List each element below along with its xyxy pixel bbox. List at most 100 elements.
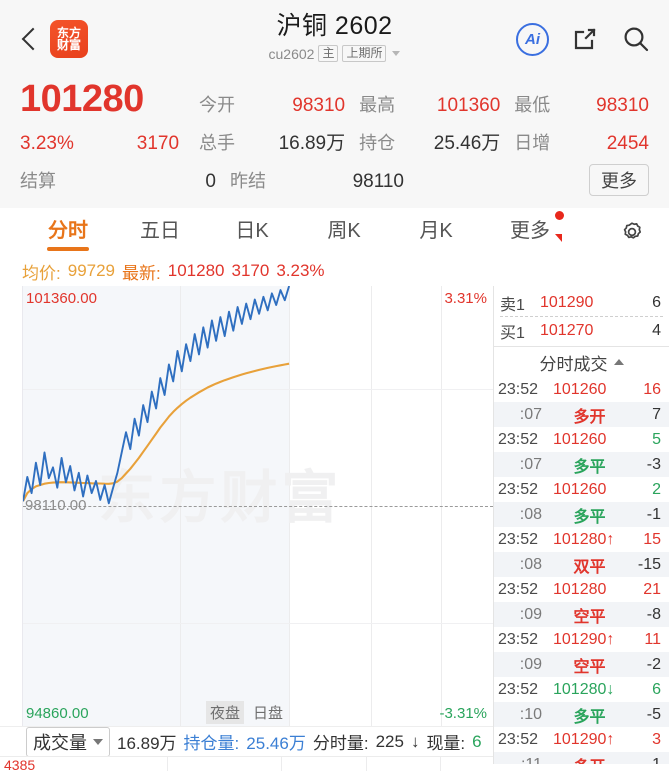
trade-time: 23:52 (498, 630, 539, 648)
trade-delta: -15 (637, 555, 661, 573)
more-button[interactable]: 更多 (589, 164, 649, 196)
tab-five-day[interactable]: 五日 (140, 219, 180, 242)
ask-price: 101290 (540, 293, 594, 311)
session-tab-night[interactable]: 夜盘 (205, 701, 244, 724)
tab-monthly-k[interactable]: 月K (419, 219, 453, 242)
vol-grid-v3 (365, 757, 367, 771)
baseline-label: 98110.00 (25, 497, 87, 514)
trade-seconds: :11 (520, 755, 542, 765)
volume-selector-label: 成交量 (33, 732, 87, 753)
open-interest-value: 25.46万 (433, 133, 501, 154)
bid-price: 101270 (540, 321, 594, 339)
ai-assistant-icon[interactable]: Ai (516, 22, 549, 56)
latest-change-abs: 3170 (231, 261, 270, 280)
trade-price: 101280↓ (553, 680, 615, 698)
order-book-bid-row[interactable]: 买1 101270 4 (494, 317, 669, 344)
tab-intraday[interactable]: 分时 (22, 214, 114, 251)
tab-weekly-k[interactable]: 周K (327, 219, 361, 242)
trade-time: 23:52 (498, 530, 539, 548)
trade-volume: 2 (652, 480, 661, 498)
quote-row-3: 结算 0 昨结 98110 更多 (20, 164, 649, 198)
bar-volume-value: 225 (375, 731, 404, 751)
intraday-chart[interactable]: 东方财富 101360.00 94860.00 3.31% -3.31% 981… (0, 286, 493, 726)
trade-row-secondary: :08 双平 -15 (494, 552, 669, 577)
trade-row-primary: 23:52 101260 2 (494, 477, 669, 502)
session-tabs: 夜盘 日盘 (0, 701, 493, 724)
baseline (23, 506, 493, 507)
trade-seconds: :07 (519, 455, 542, 473)
avg-value: 99729 (67, 261, 116, 280)
prev-settlement-value: 98110 (352, 171, 404, 192)
trade-list[interactable]: 23:52 101260 16:07 多开 7 23:52 101260 5:07 多平 -3 23… (494, 377, 669, 764)
trade-volume: 11 (644, 630, 661, 648)
volume-indicator-selector[interactable]: 成交量 (26, 726, 110, 757)
trade-delta: 7 (652, 405, 661, 423)
gear-icon[interactable] (617, 217, 647, 247)
main-contract-tag: 主 (318, 45, 339, 62)
order-book-ask-row[interactable]: 卖1 101290 6 (494, 289, 669, 316)
grid-line-h2 (23, 622, 493, 624)
session-tab-day[interactable]: 日盘 (253, 705, 284, 722)
open-value: 98310 (292, 95, 346, 116)
low-label: 最低 (514, 95, 551, 115)
vol-grid-v1 (167, 757, 169, 771)
eastmoney-logo[interactable]: 东方 财富 (50, 20, 88, 58)
trade-type: 多开 (550, 753, 629, 765)
trade-type: 多平 (573, 708, 606, 726)
current-volume-label: 现量: (426, 734, 466, 753)
search-icon[interactable] (621, 24, 651, 54)
trade-delta: 1 (652, 755, 661, 765)
trade-seconds: :09 (519, 605, 542, 623)
order-book: 卖1 101290 6 买1 101270 4 (494, 286, 669, 347)
settlement-value: 0 (205, 171, 216, 192)
trade-type: 多平 (573, 508, 606, 526)
trade-delta: -2 (646, 655, 661, 673)
tab-daily-k[interactable]: 日K (235, 219, 269, 242)
chart-column: 东方财富 101360.00 94860.00 3.31% -3.31% 981… (0, 286, 493, 771)
chevron-down-icon[interactable] (392, 51, 401, 56)
tab-more-label: 更多 (510, 219, 550, 242)
trade-list-header[interactable]: 分时成交 (494, 347, 669, 377)
change-percent: 3.23% (20, 133, 74, 154)
contract-code: cu2602 (268, 45, 315, 62)
open-interest-label: 持仓 (359, 133, 396, 153)
chart-plot-area: 东方财富 (22, 286, 493, 726)
ask-qty: 6 (652, 293, 661, 311)
open-interest-value: 25.46万 (246, 734, 306, 753)
trade-delta: -8 (646, 605, 661, 623)
average-price-bar: 均价: 99729 最新: 101280 3170 3.23% (0, 256, 669, 286)
trade-time: 23:52 (498, 480, 539, 498)
trade-price: 101290↑ (553, 630, 615, 648)
back-button[interactable] (18, 24, 44, 54)
trade-time: 23:52 (498, 730, 539, 748)
trade-price: 101260 (553, 380, 607, 398)
open-label: 今开 (199, 95, 236, 115)
trade-price: 101280↑ (553, 530, 615, 548)
trade-delta: -3 (646, 455, 661, 473)
high-value: 101360 (436, 95, 501, 116)
right-panel: 卖1 101290 6 买1 101270 4 分时成交 23:52 101260… (493, 286, 669, 764)
volume-chart: 4385 (0, 756, 493, 771)
trade-delta: -1 (646, 505, 661, 523)
trade-row-secondary: :09 空平 -8 (494, 602, 669, 627)
volume-label: 总手 (199, 133, 236, 153)
trade-seconds: :08 (519, 505, 542, 523)
app-header: 东方 财富 沪铜 2602 cu2602 主 上期所 Ai (0, 0, 669, 78)
trade-time: 23:52 (498, 430, 539, 448)
chart-tabs: 分时 五日 日K 周K 月K 更多 (0, 208, 669, 256)
latest-change-pct: 3.23% (276, 261, 325, 280)
trade-seconds: :07 (519, 405, 542, 423)
trade-volume: 15 (643, 530, 661, 548)
price-line (23, 286, 291, 505)
share-icon[interactable] (571, 25, 599, 53)
trade-volume: 21 (643, 580, 661, 598)
tab-more[interactable]: 更多 (482, 210, 578, 251)
trade-type: 空平 (573, 608, 606, 626)
trade-seconds: :08 (519, 555, 542, 573)
trade-price: 101280 (553, 580, 607, 598)
trade-row-secondary: :08 多平 -1 (494, 502, 669, 527)
trade-volume: 6 (652, 680, 661, 698)
quote-row-2: 3.23% 3170 总手 16.89万 持仓 25.46万 日增 2454 (20, 128, 649, 164)
axis-low-pct-label: -3.31% (439, 705, 487, 722)
